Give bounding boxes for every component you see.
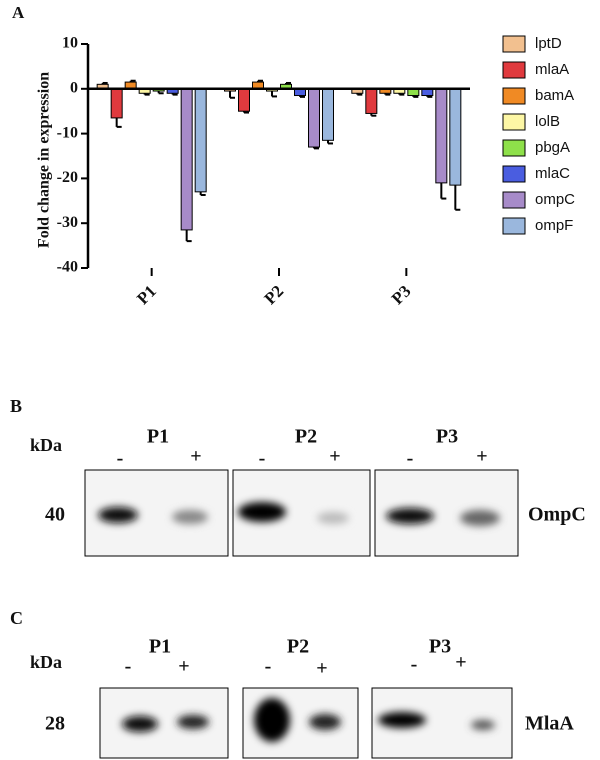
sign-label: - xyxy=(117,448,124,470)
protein-label: OmpC xyxy=(528,504,586,526)
lane-label: P3 xyxy=(436,426,458,448)
band xyxy=(378,712,426,728)
y-tick-label: -30 xyxy=(57,214,78,231)
legend-label: mlaA xyxy=(535,61,569,78)
legend-swatch xyxy=(502,217,526,235)
sign-label: + xyxy=(455,652,466,674)
sign-label: + xyxy=(476,446,487,468)
legend-label: ompC xyxy=(535,191,575,208)
sign-label: + xyxy=(190,446,201,468)
sign-label: - xyxy=(125,656,132,678)
bar xyxy=(365,88,378,114)
band xyxy=(172,510,208,524)
legend-swatch xyxy=(502,139,526,157)
band xyxy=(471,720,495,730)
band xyxy=(177,715,209,729)
legend-swatch xyxy=(502,35,526,53)
sign-label: + xyxy=(178,656,189,678)
y-tick-label: -20 xyxy=(57,169,78,186)
legend-label: ompF xyxy=(535,217,573,234)
sign-label: + xyxy=(316,658,327,680)
legend-label: pbgA xyxy=(535,139,570,156)
protein-label: MlaA xyxy=(525,713,574,735)
sign-label: - xyxy=(265,656,272,678)
lane-label: P2 xyxy=(287,636,309,658)
bar xyxy=(110,88,123,119)
lane-label: P1 xyxy=(149,636,171,658)
marker-label: 40 xyxy=(45,504,65,526)
marker-label: 28 xyxy=(45,713,65,735)
legend-swatch xyxy=(502,61,526,79)
y-tick-label: -10 xyxy=(57,124,78,141)
panel-label: B xyxy=(10,396,22,416)
bar xyxy=(238,88,250,112)
x-tick-label: P3 xyxy=(388,281,415,308)
y-tick-label: -40 xyxy=(57,259,78,276)
sign-label: + xyxy=(329,446,340,468)
y-axis-label: Fold change in expression xyxy=(36,72,53,248)
bar xyxy=(180,88,193,231)
legend-label: bamA xyxy=(535,87,574,104)
panel-b: B kDa P1 P2 P3 - + - + - + 40 OmpC xyxy=(10,396,586,557)
bar xyxy=(435,88,448,184)
legend-swatch xyxy=(502,87,526,105)
y-tick-label: 10 xyxy=(62,35,78,52)
legend-swatch xyxy=(502,165,526,183)
x-tick-label: P1 xyxy=(133,281,160,308)
panel-c: C kDa P1 P2 P3 - + - + - + 28 MlaA xyxy=(10,608,574,759)
bar xyxy=(308,88,320,148)
legend-label: lolB xyxy=(535,113,560,130)
panel-label: A xyxy=(12,3,25,22)
lane-label: P2 xyxy=(295,426,317,448)
legend-label: lptD xyxy=(535,35,562,52)
band xyxy=(238,502,286,522)
legend-label: mlaC xyxy=(535,165,570,182)
sign-label: - xyxy=(407,448,414,470)
bar xyxy=(322,88,334,141)
sign-label: - xyxy=(411,654,418,676)
bar xyxy=(194,88,207,193)
band xyxy=(460,510,500,526)
unit-label: kDa xyxy=(30,652,62,672)
y-tick-label: 0 xyxy=(70,79,78,96)
legend-swatch xyxy=(502,113,526,131)
sign-label: - xyxy=(259,448,266,470)
x-tick-label: P2 xyxy=(260,281,287,308)
legend-swatch xyxy=(502,191,526,209)
band xyxy=(317,512,349,524)
legend: lptD mlaA bamA lolB pbgA mlaC ompC ompF xyxy=(502,35,575,235)
lane-label: P1 xyxy=(147,426,169,448)
lane-label: P3 xyxy=(429,636,451,658)
band xyxy=(122,716,158,732)
band xyxy=(309,714,341,730)
bar xyxy=(449,88,462,186)
band xyxy=(254,698,290,742)
band xyxy=(98,507,138,523)
unit-label: kDa xyxy=(30,435,62,455)
band xyxy=(386,508,434,524)
panel-label: C xyxy=(10,608,23,628)
